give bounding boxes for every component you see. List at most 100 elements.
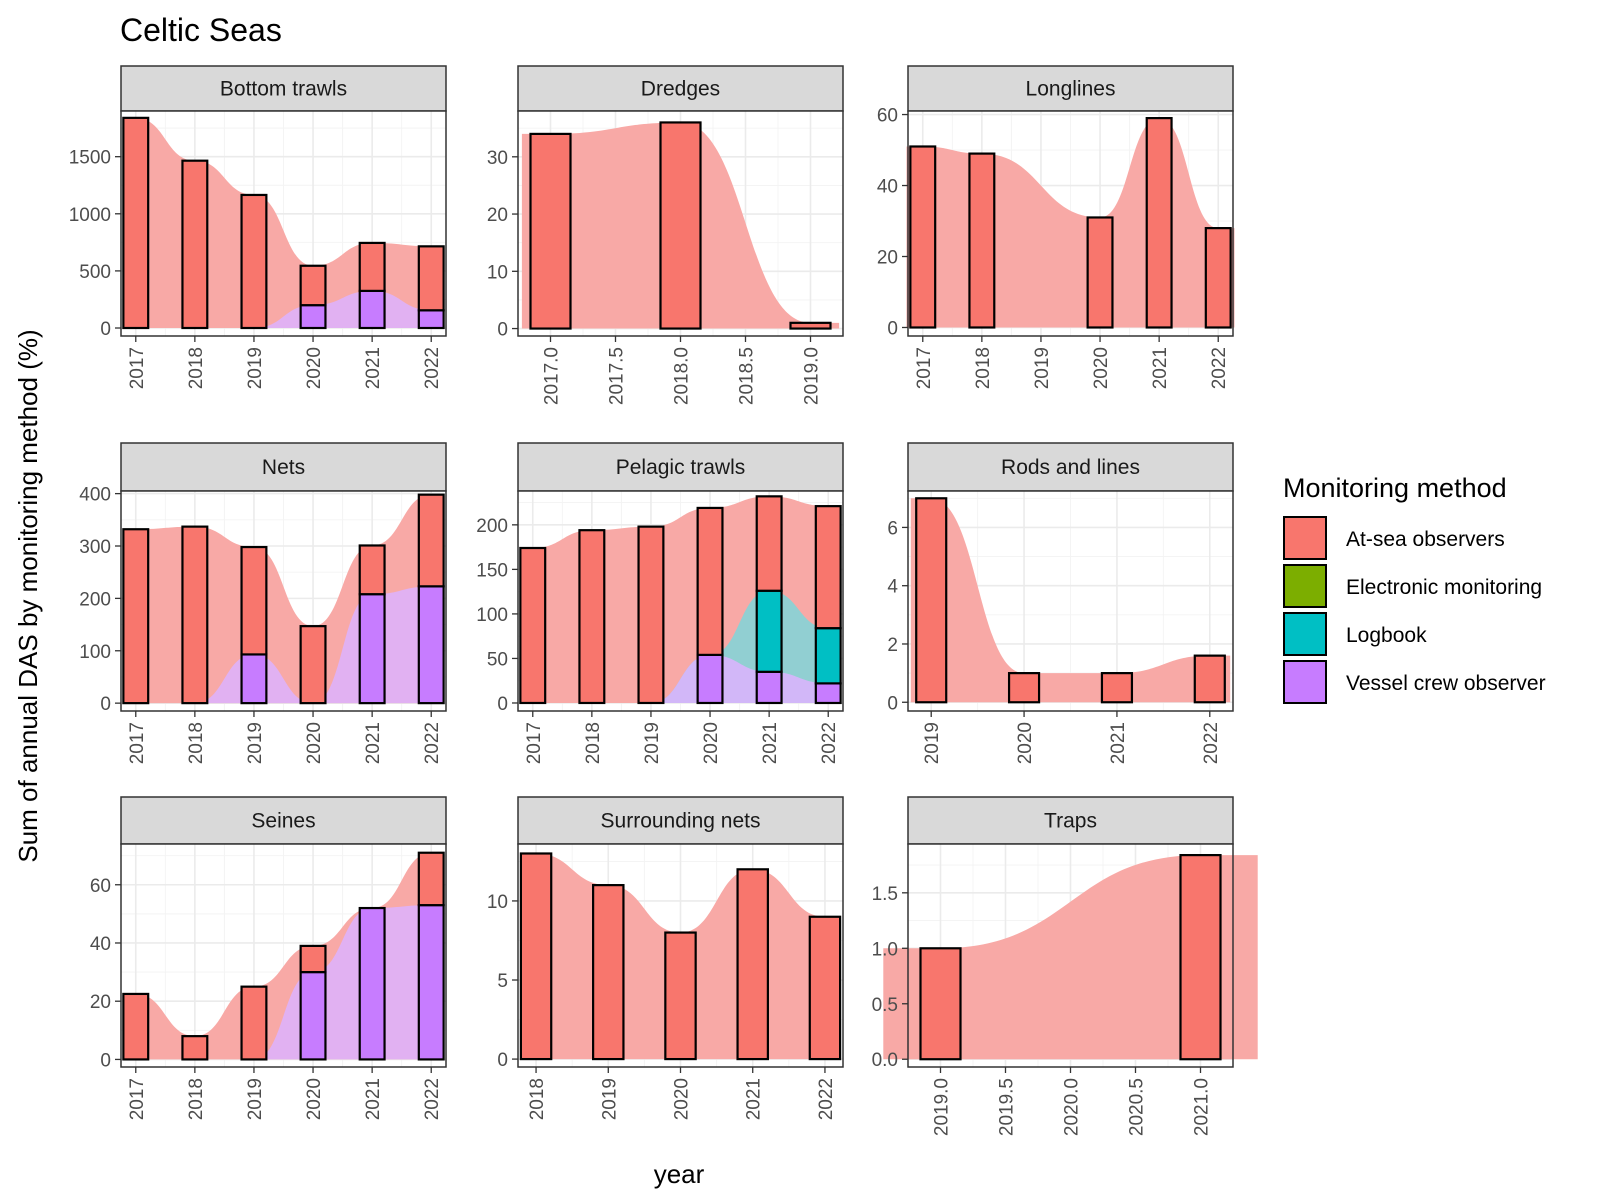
panel-border (120, 490, 447, 712)
bar-atsea-2020 (1007, 672, 1041, 704)
x-axis: 2019 2020 2021 2022 (922, 711, 1222, 764)
bar-atsea-2018 (519, 852, 553, 1061)
x-tick-label: 2017 (127, 722, 148, 764)
bar-atsea-2018 (968, 152, 996, 329)
bar-layer (122, 116, 445, 330)
legend-key-vessel (1283, 660, 1327, 704)
x-tick-label: 2022 (422, 1078, 443, 1120)
bar-atsea-2019 (789, 321, 832, 330)
bar-vessel-2022 (417, 904, 445, 1061)
y-tick-label: 20 (487, 205, 508, 226)
x-tick-label: 2017.5 (607, 347, 628, 405)
x-tick-label: 2021 (744, 1078, 765, 1120)
x-tick-label: 2020 (701, 722, 722, 764)
strip-bottom-trawls (120, 65, 447, 112)
bar-atsea-2017 (122, 992, 150, 1061)
bar-vessel-2022 (417, 585, 445, 705)
y-tick-label: 100 (476, 605, 508, 626)
area-atsea (883, 855, 1258, 1060)
bar-layer (915, 497, 1226, 704)
y-tick-label: 0 (100, 694, 111, 715)
y-tick-label: 5 (497, 971, 508, 992)
bar-vessel-2021 (358, 593, 386, 705)
x-tick-label: 2021 (1150, 347, 1171, 389)
bar-vessel-2022 (417, 309, 445, 330)
y-tick-label: 40 (90, 934, 111, 955)
y-tick-label: 1500 (69, 148, 111, 169)
bar-layer (529, 121, 832, 330)
x-tick-label: 2021 (1108, 722, 1129, 764)
x-tick-label: 2018.0 (672, 347, 693, 405)
panel-nets: Nets 0 100 200 300 400 2017 2018 2019 2020 2021 202… (79, 442, 447, 764)
y-tick-label: 400 (79, 485, 111, 506)
x-tick-label: 2019.5 (997, 1078, 1018, 1136)
x-axis: 2017 2018 2019 2020 2021 2022 (524, 711, 840, 764)
legend-label-atsea: At-sea observers (1346, 528, 1505, 551)
panel-border (907, 110, 1234, 337)
strip-label-longlines: Longlines (1026, 78, 1116, 101)
bar-atsea-2020 (299, 625, 327, 705)
y-tick-label: 1.5 (872, 884, 898, 905)
bar-atsea-2022 (1204, 227, 1232, 329)
panel-border (517, 490, 844, 712)
y-axis: 0 10 20 30 (487, 148, 518, 341)
y-axis: 0 50 100 150 200 (476, 516, 518, 715)
bar-atsea-2022 (814, 505, 842, 630)
chart-title: Celtic Seas (120, 12, 282, 48)
bar-atsea-2020 (299, 264, 327, 307)
strip-label-surrounding-nets: Surrounding nets (601, 810, 761, 833)
area-layer (910, 498, 1231, 703)
strip-longlines (907, 65, 1234, 112)
strip-seines (120, 796, 447, 845)
x-tick-label: 2018 (186, 347, 207, 389)
x-axis: 2019.0 2019.5 2020.0 2020.5 2021.0 (932, 1067, 1213, 1136)
bar-vessel-2021 (358, 906, 386, 1061)
bar-vessel-2020 (696, 653, 724, 705)
x-tick-label: 2022 (819, 722, 840, 764)
bar-logbook-2022 (814, 627, 842, 685)
y-tick-label: 20 (90, 992, 111, 1013)
y-tick-label: 60 (90, 876, 111, 897)
bar-atsea-2019 (240, 193, 268, 330)
bar-atsea-2019 (915, 497, 948, 704)
bar-layer (122, 493, 445, 705)
x-tick-label: 2018 (973, 347, 994, 389)
bar-vessel-2021 (755, 670, 783, 705)
x-tick-label: 2017 (127, 1078, 148, 1120)
bar-atsea-2019 (240, 545, 268, 656)
y-axis: 0 20 40 60 (90, 876, 121, 1071)
legend-key-logbook (1283, 612, 1327, 656)
y-tick-label: 4 (887, 577, 898, 598)
panel-seines: Seines 0 20 40 60 2017 2018 2019 2020 2021 2022 (90, 796, 447, 1120)
legend-label-vessel: Vessel crew observer (1346, 672, 1546, 695)
legend: Monitoring method At-sea observers Electr… (1283, 473, 1546, 704)
bar-layer (519, 495, 842, 705)
bar-atsea-2017 (519, 546, 547, 705)
x-tick-label: 2019.0 (802, 347, 823, 405)
x-tick-label: 2018 (527, 1078, 548, 1120)
bar-atsea-2017 (122, 116, 150, 330)
strip-label-traps: Traps (1044, 810, 1097, 833)
bar-atsea-2021 (1100, 672, 1134, 704)
x-tick-label: 2017 (914, 347, 935, 389)
strip-nets (120, 442, 447, 492)
y-tick-label: 10 (487, 262, 508, 283)
x-tick-label: 2022 (422, 722, 443, 764)
y-tick-label: 150 (476, 560, 508, 581)
x-tick-label: 2021 (760, 722, 781, 764)
y-tick-label: 100 (79, 642, 111, 663)
bar-layer (909, 116, 1232, 329)
x-tick-label: 2022 (1201, 722, 1222, 764)
bar-atsea-2018 (181, 159, 209, 330)
y-tick-label: 2 (887, 635, 898, 656)
bar-atsea-2021 (1179, 853, 1222, 1061)
x-tick-label: 2021 (363, 347, 384, 389)
x-axis: 2017.0 2017.5 2018.0 2018.5 2019.0 (542, 336, 823, 405)
y-tick-label: 0 (887, 693, 898, 714)
y-axis: 0 2 4 6 (887, 518, 908, 714)
strip-label-nets: Nets (262, 456, 305, 479)
bar-logbook-2021 (755, 589, 783, 673)
panel-border (907, 490, 1234, 712)
